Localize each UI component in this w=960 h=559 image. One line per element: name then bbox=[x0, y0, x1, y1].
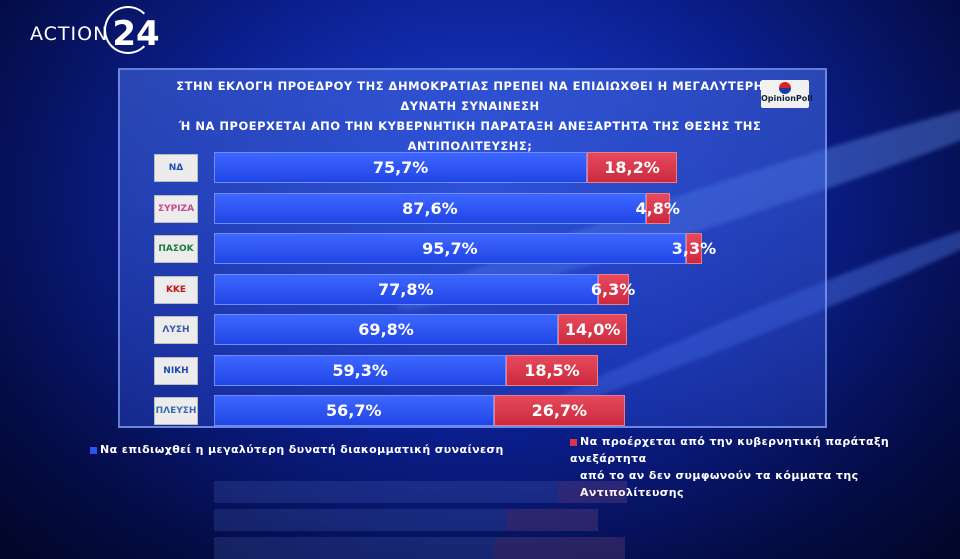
reflection-bar bbox=[506, 509, 598, 531]
reflection-bar bbox=[493, 537, 626, 559]
chart-title-line-1: ΣΤΗΝ ΕΚΛΟΓΗ ΠΡΟΕΔΡΟΥ ΤΗΣ ΔΗΜΟΚΡΑΤΙΑΣ ΠΡΕ… bbox=[176, 79, 764, 113]
chart-title: ΣΤΗΝ ΕΚΛΟΓΗ ΠΡΟΕΔΡΟΥ ΤΗΣ ΔΗΜΟΚΡΑΤΙΑΣ ΠΡΕ… bbox=[120, 76, 790, 176]
bar-consensus: 69,8% bbox=[214, 314, 559, 345]
bar-row: ΣΥΡΙΖΑ 87,6% 4,8% bbox=[120, 192, 820, 227]
legend-red-label-line-1: Να προέρχεται από την κυβερνητική παράτα… bbox=[570, 435, 890, 465]
channel-logo: ACTION 24 bbox=[30, 6, 160, 54]
bar-government: 6,3% bbox=[591, 273, 635, 305]
pollster-logo-label: OpinionPoll bbox=[761, 94, 813, 103]
bar-government: 18,5% bbox=[506, 354, 598, 386]
bar-consensus: 59,3% bbox=[214, 354, 507, 386]
bar-row: ΛΥΣΗ 69,8% 14,0% bbox=[120, 314, 820, 348]
bar-row: ΚΚΕ 77,8% 6,3% bbox=[120, 273, 820, 308]
chart-title-line-2: Ή ΝΑ ΠΡΟΕΡΧΕΤΑΙ ΑΠΟ ΤΗΝ ΚΥΒΕΡΝΗΤΙΚΗ ΠΑΡΑ… bbox=[178, 119, 762, 153]
bar-row: ΝΙΚΗ 59,3% 18,5% bbox=[120, 354, 820, 389]
reflection-bar bbox=[214, 481, 559, 503]
party-logo: ΠΛΕΥΣΗ bbox=[154, 397, 198, 425]
legend-blue-label: Να επιδιωχθεί η μεγαλύτερη δυνατή διακομ… bbox=[100, 443, 504, 456]
bar-consensus: 56,7% bbox=[214, 395, 494, 426]
bar-row: ΝΔ 75,7% 18,2% bbox=[120, 152, 820, 186]
party-logo: ΚΚΕ bbox=[154, 275, 198, 304]
party-logo: ΝΙΚΗ bbox=[154, 356, 198, 385]
bar-row: ΠΛΕΥΣΗ 56,7% 26,7% bbox=[120, 395, 820, 429]
bar-consensus: 95,7% bbox=[214, 233, 686, 264]
channel-logo-number: 24 bbox=[104, 6, 160, 54]
party-logo: ΣΥΡΙΖΑ bbox=[154, 194, 198, 223]
reflection-bar bbox=[214, 509, 507, 531]
bar-government: 3,3% bbox=[672, 233, 716, 264]
bar-government: 26,7% bbox=[493, 395, 626, 426]
bar-government: 4,8% bbox=[636, 192, 680, 224]
bar-consensus: 75,7% bbox=[214, 152, 588, 183]
pollster-logo: OpinionPoll bbox=[761, 80, 813, 108]
legend-blue: Να επιδιωχθεί η μεγαλύτερη δυνατή διακομ… bbox=[90, 441, 504, 458]
legend-blue-swatch bbox=[90, 446, 97, 454]
channel-logo-text: ACTION bbox=[30, 23, 109, 45]
bar-row: ΠΑΣΟΚ 95,7% 3,3% bbox=[120, 233, 820, 267]
bar-government: 18,2% bbox=[587, 152, 677, 183]
bar-consensus: 87,6% bbox=[214, 192, 646, 224]
pollster-logo-icon bbox=[779, 82, 791, 94]
legend-red-swatch bbox=[570, 438, 577, 446]
legend-red: Να προέρχεται από την κυβερνητική παράτα… bbox=[570, 433, 960, 501]
bar-consensus: 77,8% bbox=[214, 273, 598, 305]
party-logo: ΝΔ bbox=[154, 154, 198, 182]
bar-government: 14,0% bbox=[558, 314, 628, 345]
reflection-bar bbox=[214, 537, 494, 559]
party-logo: ΛΥΣΗ bbox=[154, 316, 198, 344]
legend-red-label-line-2: από το αν δεν συμφωνούν τα κόμματα της Α… bbox=[580, 469, 859, 499]
party-logo: ΠΑΣΟΚ bbox=[154, 235, 198, 263]
chart-panel: ΣΤΗΝ ΕΚΛΟΓΗ ΠΡΟΕΔΡΟΥ ΤΗΣ ΔΗΜΟΚΡΑΤΙΑΣ ΠΡΕ… bbox=[118, 68, 827, 428]
